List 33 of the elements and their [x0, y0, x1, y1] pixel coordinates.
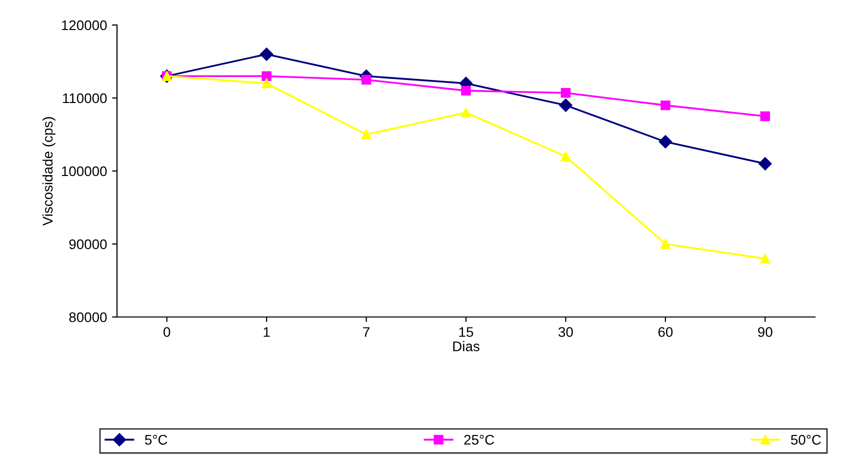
point: [560, 152, 571, 162]
point: [658, 135, 672, 148]
point: [461, 108, 471, 118]
x-tick-label: 90: [758, 327, 772, 337]
point: [262, 71, 272, 81]
point: [560, 88, 571, 98]
point: [660, 100, 670, 110]
y-tick-label: 110000: [63, 93, 107, 104]
point: [461, 86, 471, 96]
x-tick-label: 30: [558, 327, 573, 337]
x-tick-label: 60: [658, 327, 673, 337]
point: [758, 157, 772, 170]
point: [260, 48, 274, 61]
y-tick-label: 120000: [62, 20, 107, 30]
point: [660, 239, 670, 249]
y-tick-label: 100000: [62, 166, 107, 176]
y-tick-label: 80000: [69, 312, 107, 322]
y-tick-label: 90000: [69, 239, 107, 250]
point: [559, 98, 572, 112]
point: [361, 130, 372, 140]
x-axis-title: Dias: [453, 341, 480, 352]
point: [760, 111, 770, 122]
x-tick-label: 15: [459, 327, 474, 337]
y-axis-title: Viscosidade (cps): [42, 117, 56, 226]
point: [361, 74, 372, 85]
legend-label: 5°C: [145, 434, 168, 445]
x-tick-label: 1: [264, 327, 270, 337]
legend-label: 50°C: [790, 434, 821, 445]
point: [760, 254, 770, 264]
x-tick-label: 0: [164, 327, 170, 337]
point: [262, 78, 272, 88]
x-tick-label: 7: [363, 327, 370, 337]
legend-label: 25°C: [464, 434, 494, 445]
